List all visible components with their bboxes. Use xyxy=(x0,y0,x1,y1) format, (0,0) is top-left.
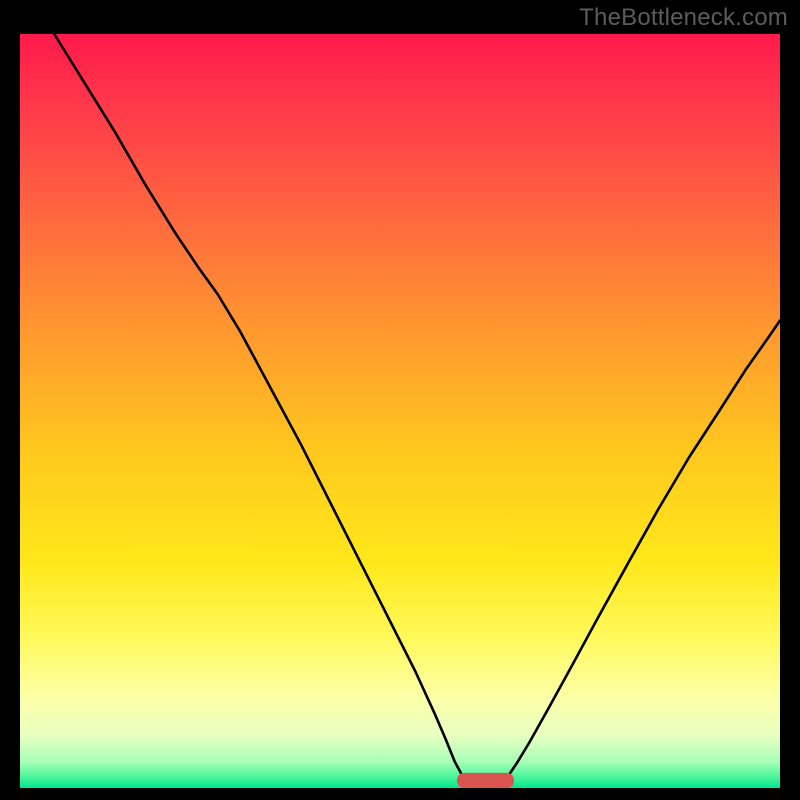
bottleneck-chart xyxy=(20,34,780,788)
watermark-label: TheBottleneck.com xyxy=(579,4,788,32)
minimum-marker xyxy=(457,773,514,788)
gradient-background xyxy=(20,34,780,788)
chart-svg xyxy=(20,34,780,788)
chart-frame: TheBottleneck.com xyxy=(0,0,800,800)
